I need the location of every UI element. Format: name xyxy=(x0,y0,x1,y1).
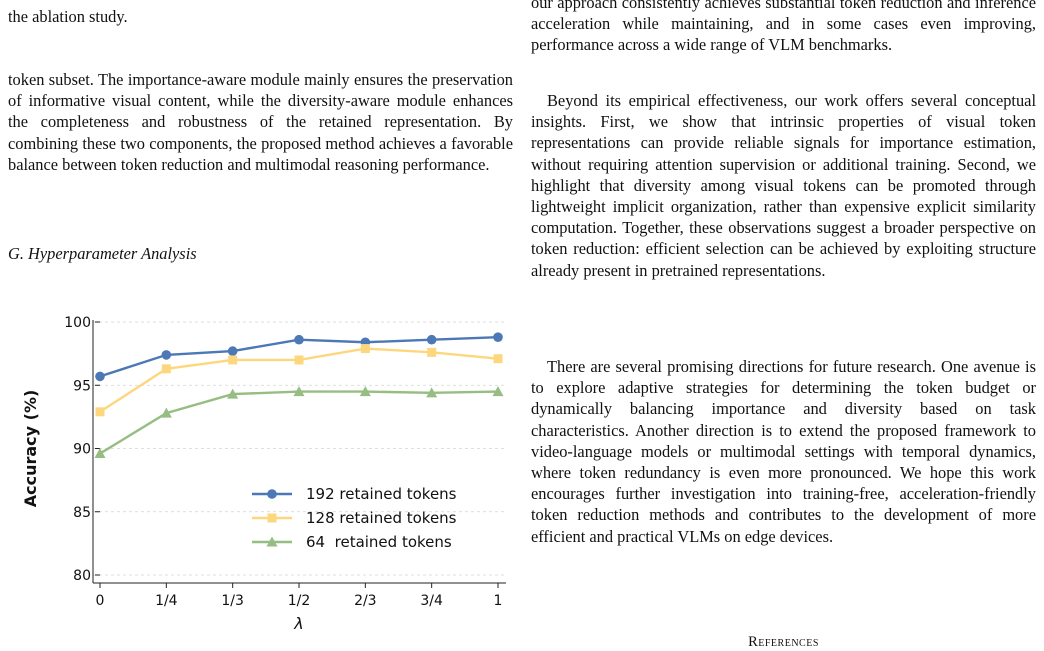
x-tick-label: 3/4 xyxy=(420,593,443,609)
series-2-point xyxy=(95,407,105,417)
series-2-point xyxy=(493,354,503,364)
y-tick-label: 95 xyxy=(73,378,91,394)
references-heading: References xyxy=(531,634,1036,651)
y-tick-label: 80 xyxy=(73,568,91,584)
series-2-point xyxy=(161,364,171,374)
legend-marker xyxy=(266,536,278,547)
legend-label: 128 retained tokens xyxy=(306,509,457,527)
y-tick-label: 90 xyxy=(73,442,91,458)
hyperparameter-chart: 80 85 90 95 100 0 1/4 1/3 1/2 2/3 3/4 1 λ Accuracy (%… xyxy=(8,300,513,633)
series-1-point xyxy=(294,334,304,345)
ablation-paragraph: token subset. The importance-aware modul… xyxy=(8,70,513,174)
x-tick-label: 1/3 xyxy=(221,593,244,609)
series-2-point xyxy=(360,344,370,354)
series-3-point xyxy=(227,388,239,399)
series-3-point xyxy=(426,387,438,398)
line-chart-svg: 80 85 90 95 100 0 1/4 1/3 1/2 2/3 3/4 1 λ Accuracy (%… xyxy=(21,315,506,633)
x-axis-label: λ xyxy=(293,614,303,630)
series-3-point xyxy=(94,448,106,459)
y-tick-label: 100 xyxy=(64,315,91,331)
y-axis-label: Accuracy (%) xyxy=(21,390,40,508)
conclusion-paragraph-2: Beyond its empirical effectiveness, our … xyxy=(531,91,1036,280)
conclusion-paragraph-3: There are several promising directions f… xyxy=(531,357,1036,546)
series-2-point xyxy=(228,355,238,365)
legend-marker xyxy=(267,489,277,499)
top-fragment: the ablation study. xyxy=(8,7,128,26)
x-tick-label: 1 xyxy=(494,593,503,609)
x-tick-label: 0 xyxy=(96,593,105,609)
conclusion-paragraph-1: our approach consistently achieves subst… xyxy=(531,0,1036,55)
series-3-point xyxy=(492,386,504,397)
series-1-point xyxy=(227,346,238,356)
legend-label: 192 retained tokens xyxy=(306,485,457,503)
legend-label: 64 retained tokens xyxy=(306,533,452,551)
series-line-3 xyxy=(99,390,499,455)
references-heading-text: References xyxy=(748,634,819,650)
series-2-point xyxy=(294,355,304,365)
series-1-point xyxy=(493,332,503,342)
series-3-point xyxy=(293,386,305,397)
series-3-point xyxy=(160,407,172,418)
x-tick-label: 2/3 xyxy=(354,593,377,609)
series-1-point xyxy=(95,371,105,382)
subsection-title: G. Hyperparameter Analysis xyxy=(8,244,197,263)
legend-marker xyxy=(267,513,277,523)
x-tick-label: 1/2 xyxy=(288,593,311,609)
x-tick-label: 1/4 xyxy=(155,593,178,609)
series-1-point xyxy=(161,350,172,360)
series-3-point xyxy=(359,386,371,397)
series-2-point xyxy=(427,347,437,357)
series-1-point xyxy=(426,334,437,345)
y-tick-label: 85 xyxy=(73,505,91,521)
